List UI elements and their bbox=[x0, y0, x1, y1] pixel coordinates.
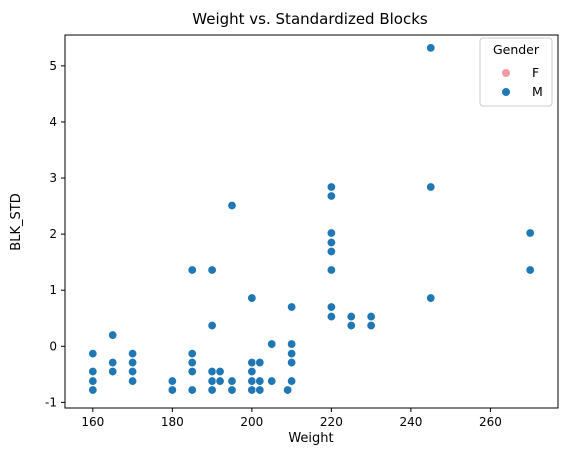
y-tick-label: 1 bbox=[49, 283, 57, 297]
data-point-m bbox=[255, 376, 265, 386]
plot-frame bbox=[64, 34, 559, 409]
legend-title: Gender bbox=[493, 42, 540, 57]
chart-title: Weight vs. Standardized Blocks bbox=[192, 10, 428, 28]
data-point-m bbox=[128, 367, 138, 377]
data-point-m bbox=[247, 367, 257, 377]
data-point-m bbox=[215, 367, 225, 377]
legend-marker-f bbox=[502, 69, 510, 77]
x-tick-label: 240 bbox=[399, 415, 422, 429]
data-point-m bbox=[207, 376, 217, 386]
data-point-m bbox=[287, 358, 297, 368]
data-point-m bbox=[283, 385, 293, 395]
data-point-m bbox=[187, 385, 197, 395]
data-point-m bbox=[287, 376, 297, 386]
data-point-m bbox=[167, 376, 177, 386]
x-axis-label: Weight bbox=[288, 431, 333, 446]
y-tick-label: 0 bbox=[49, 339, 57, 353]
legend-marker-m bbox=[502, 88, 510, 96]
y-axis-ticks: -1 0 1 2 3 4 5 bbox=[45, 59, 65, 409]
x-tick-label: 200 bbox=[240, 415, 263, 429]
data-point-m bbox=[287, 349, 297, 359]
x-tick-label: 180 bbox=[161, 415, 184, 429]
data-point-m bbox=[287, 339, 297, 349]
data-point-m bbox=[255, 385, 265, 395]
data-point-m bbox=[247, 385, 257, 395]
data-point-m bbox=[255, 358, 265, 368]
data-point-m bbox=[227, 201, 237, 211]
legend-label-f: F bbox=[532, 65, 539, 80]
y-tick-label: 5 bbox=[49, 59, 57, 73]
data-point-m bbox=[326, 238, 336, 248]
data-point-m bbox=[108, 358, 118, 368]
data-point-m bbox=[187, 358, 197, 368]
data-point-m bbox=[326, 182, 336, 192]
data-point-m bbox=[366, 312, 376, 322]
data-point-m bbox=[326, 312, 336, 322]
x-tick-label: 260 bbox=[479, 415, 502, 429]
data-point-m bbox=[187, 265, 197, 275]
legend-label-m: M bbox=[532, 84, 543, 99]
data-point-m bbox=[326, 191, 336, 201]
data-point-m bbox=[287, 302, 297, 312]
x-axis-ticks: 160 180 200 220 240 260 bbox=[81, 408, 502, 429]
x-tick-label: 220 bbox=[320, 415, 343, 429]
data-point-m bbox=[247, 376, 257, 386]
data-point-m bbox=[187, 367, 197, 377]
data-point-m bbox=[88, 349, 98, 359]
data-point-m bbox=[525, 265, 535, 275]
data-point-m bbox=[128, 349, 138, 359]
data-point-m bbox=[88, 376, 98, 386]
data-point-m bbox=[227, 376, 237, 386]
data-point-m bbox=[525, 228, 535, 238]
data-point-m bbox=[167, 385, 177, 395]
data-point-m bbox=[108, 330, 118, 340]
y-tick-label: 2 bbox=[49, 227, 57, 241]
data-point-m bbox=[108, 367, 118, 377]
data-point-m bbox=[326, 265, 336, 275]
x-tick-label: 160 bbox=[81, 415, 104, 429]
data-point-m bbox=[267, 339, 277, 349]
data-point-m bbox=[426, 293, 436, 303]
points-layer bbox=[88, 43, 535, 395]
data-point-m bbox=[326, 247, 336, 257]
data-point-m bbox=[207, 385, 217, 395]
y-tick-label: 3 bbox=[49, 171, 57, 185]
data-point-m bbox=[128, 358, 138, 368]
data-point-m bbox=[326, 302, 336, 312]
legend: Gender F M bbox=[479, 37, 553, 107]
data-point-m bbox=[346, 321, 356, 331]
data-point-m bbox=[426, 182, 436, 192]
data-point-m bbox=[88, 367, 98, 377]
y-tick-label: -1 bbox=[45, 395, 57, 409]
y-tick-label: 4 bbox=[49, 115, 57, 129]
data-point-m bbox=[267, 376, 277, 386]
data-point-m bbox=[215, 376, 225, 386]
legend-box bbox=[479, 37, 553, 107]
y-axis-label: BLK_STD bbox=[9, 193, 24, 250]
data-point-m bbox=[346, 312, 356, 322]
data-point-m bbox=[366, 321, 376, 331]
data-point-m bbox=[207, 321, 217, 331]
data-point-m bbox=[426, 43, 436, 53]
data-point-m bbox=[247, 293, 257, 303]
data-point-m bbox=[326, 228, 336, 238]
data-point-m bbox=[227, 385, 237, 395]
data-point-m bbox=[207, 367, 217, 377]
data-point-m bbox=[128, 376, 138, 386]
data-point-m bbox=[207, 265, 217, 275]
data-point-m bbox=[247, 358, 257, 368]
data-point-m bbox=[187, 349, 197, 359]
data-point-m bbox=[88, 385, 98, 395]
